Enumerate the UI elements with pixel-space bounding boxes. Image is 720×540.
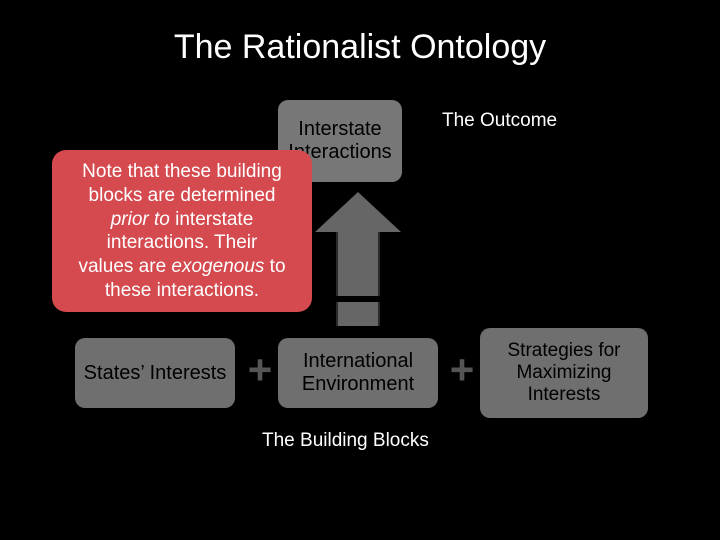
callout-line: blocks are determined — [64, 184, 300, 208]
block-strategies: Strategies for Maximizing Interests — [480, 328, 648, 418]
label-outcome: The Outcome — [442, 110, 557, 132]
callout-text: to — [264, 256, 285, 277]
callout-line: prior to interstate — [64, 208, 300, 232]
callout-line: interactions. Their — [64, 231, 300, 255]
arrow-gap — [334, 296, 382, 302]
arrow-shaft — [336, 232, 380, 326]
label-building-blocks: The Building Blocks — [262, 430, 429, 452]
callout-italic: prior to — [111, 209, 170, 230]
slide-title: The Rationalist Ontology — [0, 28, 720, 67]
callout-line: Note that these building — [64, 160, 300, 184]
up-arrow — [315, 192, 401, 326]
plus-icon-1: + — [240, 350, 280, 390]
callout-note: Note that these building blocks are dete… — [52, 150, 312, 312]
block-international-environment: International Environment — [278, 338, 438, 408]
callout-italic: exogenous — [171, 256, 264, 277]
callout-line: these interactions. — [64, 279, 300, 303]
callout-text: values are — [78, 256, 171, 277]
slide-stage: The Rationalist Ontology Interstate Inte… — [0, 0, 720, 540]
plus-icon-2: + — [442, 350, 482, 390]
arrow-head — [315, 192, 401, 232]
block-states-interests: States’ Interests — [75, 338, 235, 408]
callout-text: interstate — [170, 209, 253, 230]
callout-line: values are exogenous to — [64, 255, 300, 279]
